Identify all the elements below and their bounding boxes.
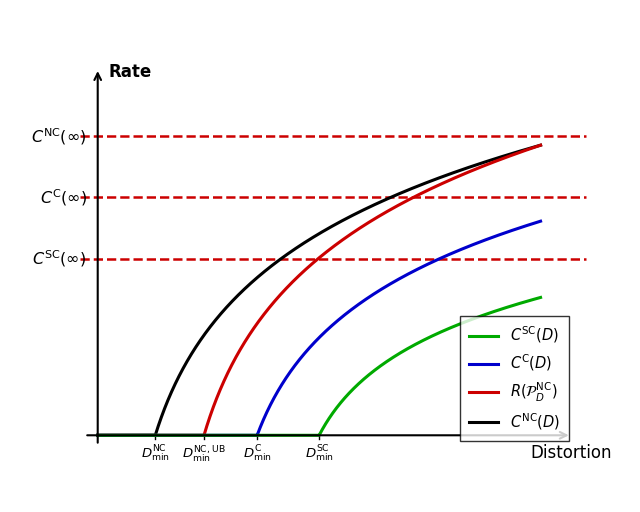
Text: Distortion: Distortion [531,444,612,462]
Text: $C^{\mathrm{C}}(\infty)$: $C^{\mathrm{C}}(\infty)$ [40,187,86,208]
Text: $D^{\mathrm{C}}_{\min}$: $D^{\mathrm{C}}_{\min}$ [243,444,271,464]
Text: $D^{\mathrm{NC,UB}}_{\min}$: $D^{\mathrm{NC,UB}}_{\min}$ [182,444,226,465]
Legend: $C^{\mathrm{SC}}(D)$, $C^{\mathrm{C}}(D)$, $R(\mathcal{P}_D^{\mathrm{NC}})$, $C^: $C^{\mathrm{SC}}(D)$, $C^{\mathrm{C}}(D)… [460,316,569,440]
Text: $D^{\mathrm{NC}}_{\min}$: $D^{\mathrm{NC}}_{\min}$ [141,444,170,464]
Text: $C^{\mathrm{NC}}(\infty)$: $C^{\mathrm{NC}}(\infty)$ [31,126,86,146]
Text: Rate: Rate [109,62,152,80]
Text: $C^{\mathrm{SC}}(\infty)$: $C^{\mathrm{SC}}(\infty)$ [33,248,86,269]
Text: $D^{\mathrm{SC}}_{\min}$: $D^{\mathrm{SC}}_{\min}$ [305,444,333,464]
